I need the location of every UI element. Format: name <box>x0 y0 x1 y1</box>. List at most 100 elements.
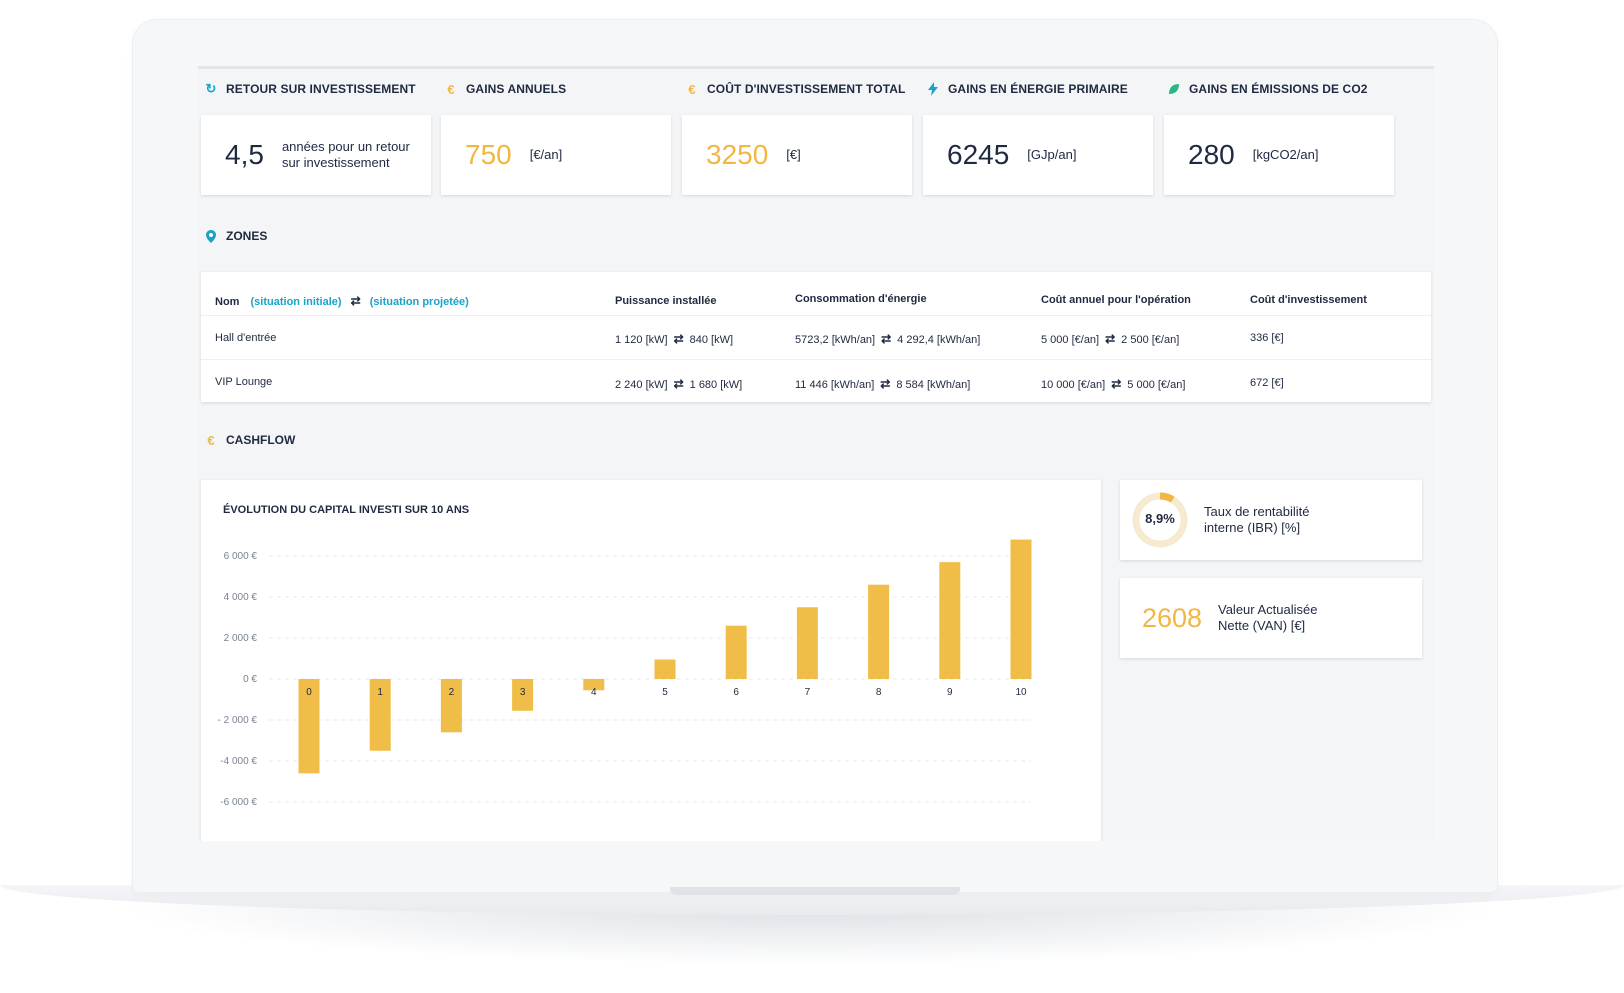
header-situation-projetee[interactable]: (situation projetée) <box>369 296 469 308</box>
table-header-row: Nom (situation initiale) ⇄ (situation pr… <box>215 294 469 308</box>
cashflow-bar[interactable] <box>440 679 462 733</box>
npv-value: 2608 <box>1142 603 1203 633</box>
cashflow-bar[interactable] <box>939 562 961 679</box>
lightning-icon <box>926 82 940 96</box>
euro-icon: € <box>207 432 215 448</box>
cashflow-bar[interactable] <box>512 679 534 711</box>
zones-title: ZONES <box>226 229 268 243</box>
power-projected: 840 [kW] <box>689 334 734 346</box>
npv-card: 2608 Valeur Actualisée Nette (VAN) [€] <box>1120 578 1422 658</box>
x-tick-label: 8 <box>876 687 882 698</box>
irr-card: 8,9% Taux de rentabilité interne (IBR) [… <box>1120 480 1422 560</box>
swap-arrows-icon: ⇄ <box>1105 332 1116 346</box>
kpi-value: 750 <box>465 139 512 170</box>
kpi-label: GAINS EN ÉNERGIE PRIMAIRE <box>948 82 1128 96</box>
zone-consumption: 5723,2 [kWh/an] ⇄ 4 292,4 [kWh/an] <box>795 332 980 346</box>
laptop-notch <box>670 887 960 895</box>
y-tick-label: 0 € <box>243 674 257 685</box>
kpi-annual-gains: € GAINS ANNUELS 750 [€/an] <box>438 69 671 195</box>
header-nom: Nom <box>215 296 240 308</box>
cashflow-bar[interactable] <box>298 679 320 774</box>
kpi-investment-cost: € COÛT D'INVESTISSEMENT TOTAL 3250 [€] <box>679 69 912 195</box>
kpi-annual-gains-header: € GAINS ANNUELS <box>438 69 670 109</box>
kpi-value: 4,5 <box>225 139 264 170</box>
swap-arrows-icon: ⇄ <box>673 377 684 391</box>
y-tick-label: -4 000 € <box>220 756 257 767</box>
kpi-label: RETOUR SUR INVESTISSEMENT <box>226 82 416 96</box>
header-consumption: Consommation d'énergie <box>795 293 927 305</box>
kpi-label: GAINS ANNUELS <box>466 82 567 96</box>
kpi-value: 6245 <box>947 139 1010 170</box>
kpi-roi-header: ↻ RETOUR SUR INVESTISSEMENT <box>198 69 430 109</box>
kpi-investment-cost-card: 3250 [€] <box>682 115 912 195</box>
cashflow-bar[interactable] <box>796 607 818 679</box>
swap-arrows-icon: ⇄ <box>880 377 891 391</box>
cashflow-title: CASHFLOW <box>226 433 296 447</box>
y-tick-label: 4 000 € <box>224 592 258 603</box>
consumption-initial: 5723,2 [kWh/an] <box>795 334 876 346</box>
zone-name: VIP Lounge <box>215 376 273 388</box>
leaf-icon <box>1167 82 1181 96</box>
cashflow-bar[interactable] <box>725 625 747 679</box>
cashflow-bar[interactable] <box>369 679 391 751</box>
row-divider <box>201 359 1431 360</box>
cost-initial: 5 000 [€/an] <box>1041 334 1100 346</box>
x-tick-label: 0 <box>306 687 312 698</box>
chart-title: ÉVOLUTION DU CAPITAL INVESTI SUR 10 ANS <box>223 504 470 516</box>
kpi-label: GAINS EN ÉMISSIONS DE CO2 <box>1189 82 1368 96</box>
kpi-value: 3250 <box>706 139 769 170</box>
cashflow-bar[interactable] <box>654 659 676 679</box>
euro-icon: € <box>688 81 696 97</box>
kpi-co2-card: 280 [kgCO2/an] <box>1164 115 1394 195</box>
swap-arrows-icon: ⇄ <box>1111 377 1122 391</box>
header-power: Puissance installée <box>615 295 717 307</box>
kpi-unit: [kgCO2/an] <box>1252 147 1319 162</box>
row-divider <box>201 315 1431 316</box>
header-annual-cost: Coût annuel pour l'opération <box>1041 294 1191 306</box>
x-tick-label: 10 <box>1015 687 1027 698</box>
cashflow-bar[interactable] <box>583 679 605 691</box>
kpi-annual-gains-card: 750 [€/an] <box>441 115 671 195</box>
kpi-primary-energy-card: 6245 [GJp/an] <box>923 115 1153 195</box>
consumption-projected: 8 584 [kWh/an] <box>896 379 971 391</box>
kpi-unit: [€/an] <box>529 147 563 162</box>
kpi-primary-energy-header: GAINS EN ÉNERGIE PRIMAIRE <box>920 69 1152 109</box>
swap-arrows-icon: ⇄ <box>673 332 684 346</box>
kpi-unit: années pour un retour sur investissement <box>281 139 410 170</box>
zones-section-header: ZONES <box>204 226 267 246</box>
x-tick-label: 7 <box>805 687 811 698</box>
cashflow-bar[interactable] <box>868 584 890 679</box>
kpi-value: 280 <box>1188 139 1235 170</box>
kpi-unit: [€] <box>786 147 801 162</box>
y-tick-label: 2 000 € <box>224 633 258 644</box>
cost-projected: 2 500 [€/an] <box>1121 334 1180 346</box>
zone-investment: 672 [€] <box>1250 377 1284 389</box>
cashflow-bar-chart: 6 000 € 4 000 € 2 000 € 0 € - 2 000 € -4 000 … <box>218 539 1032 808</box>
kpi-row: ↻ RETOUR SUR INVESTISSEMENT 4,5 années p… <box>198 69 1434 199</box>
x-tick-label: 4 <box>591 687 597 698</box>
zone-annual-cost: 10 000 [€/an] ⇄ 5 000 [€/an] <box>1041 377 1185 391</box>
header-situation-initiale[interactable]: (situation initiale) <box>250 296 342 308</box>
cost-projected: 5 000 [€/an] <box>1127 379 1186 391</box>
cashflow-section-header: € CASHFLOW <box>204 430 295 450</box>
npv-label: Valeur Actualisée Nette (VAN) [€] <box>1218 602 1318 633</box>
x-tick-label: 3 <box>520 687 526 698</box>
irr-label: Taux de rentabilité interne (IBR) [%] <box>1204 504 1310 535</box>
kpi-co2-header: GAINS EN ÉMISSIONS DE CO2 <box>1161 69 1393 109</box>
swap-arrows-icon: ⇄ <box>881 332 892 346</box>
x-tick-label: 1 <box>377 687 383 698</box>
irr-value: 8,9% <box>1145 511 1175 526</box>
zone-consumption: 11 446 [kWh/an] ⇄ 8 584 [kWh/an] <box>795 377 970 391</box>
consumption-projected: 4 292,4 [kWh/an] <box>897 334 981 346</box>
cashflow-bar[interactable] <box>1010 539 1032 679</box>
zones-table: Nom (situation initiale) ⇄ (situation pr… <box>201 272 1431 402</box>
x-tick-label: 9 <box>947 687 953 698</box>
zone-power: 1 120 [kW] ⇄ 840 [kW] <box>615 332 733 346</box>
irr-donut-gauge <box>1132 492 1188 548</box>
zone-power: 2 240 [kW] ⇄ 1 680 [kW] <box>615 377 742 391</box>
y-tick-label: - 2 000 € <box>218 715 258 726</box>
consumption-initial: 11 446 [kWh/an] <box>795 379 875 391</box>
dashboard-screen: ↻ RETOUR SUR INVESTISSEMENT 4,5 années p… <box>198 66 1434 841</box>
y-tick-label: -6 000 € <box>220 797 257 808</box>
kpi-roi-card: 4,5 années pour un retour sur investisse… <box>201 115 431 195</box>
